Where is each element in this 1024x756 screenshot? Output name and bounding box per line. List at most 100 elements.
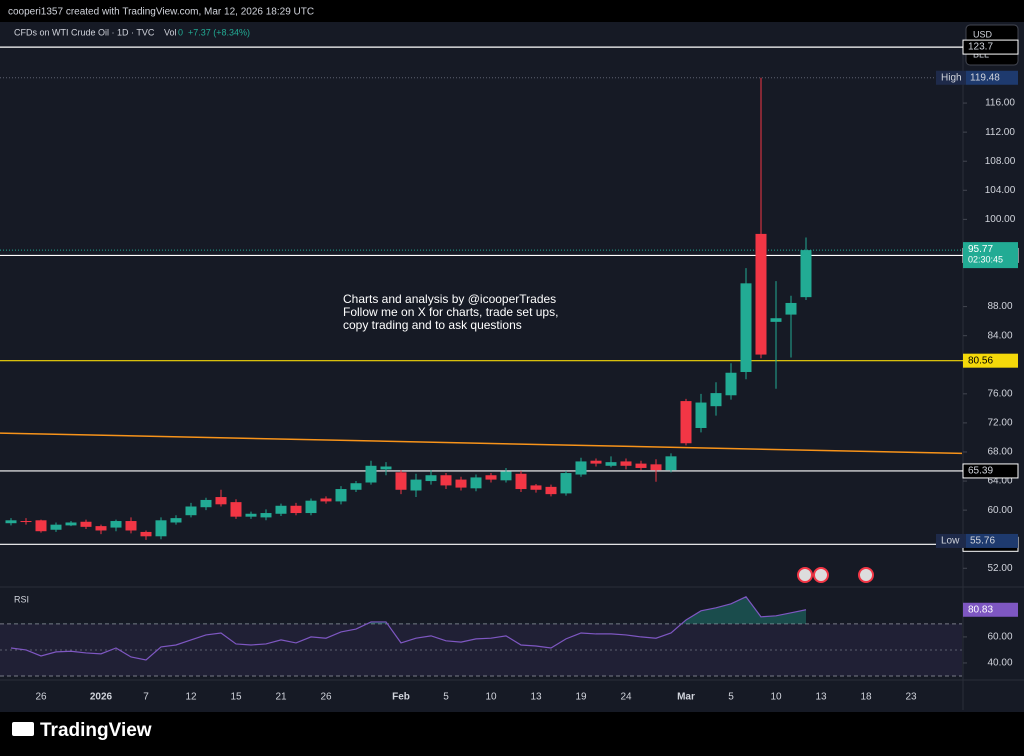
- x-tick-label: 13: [530, 692, 542, 703]
- candle-body: [725, 372, 737, 396]
- candle-body: [530, 485, 542, 490]
- event-icon[interactable]: [858, 567, 874, 583]
- candle-body: [485, 475, 497, 480]
- candle-body: [260, 513, 272, 518]
- rsi-tick-label: 40.00: [987, 658, 1012, 669]
- candle-body: [245, 513, 257, 517]
- current-price-box: [963, 242, 1018, 269]
- candle-body: [50, 524, 62, 530]
- level-label: 123.7: [968, 42, 993, 53]
- candle-body: [155, 520, 167, 537]
- level-label-box: [962, 39, 1019, 55]
- x-tick-label: 5: [443, 692, 449, 703]
- candle-body: [605, 462, 617, 466]
- candle-body: [440, 475, 452, 486]
- candle-body: [290, 505, 302, 514]
- chart-background: [0, 22, 1024, 712]
- candle-body: [365, 465, 377, 483]
- x-tick-label: 15: [230, 692, 242, 703]
- y-tick-label: 100.00: [985, 214, 1016, 225]
- y-tick-label: 52.00: [987, 563, 1012, 574]
- candle-body: [185, 506, 197, 516]
- high-value: 119.48: [970, 72, 1000, 83]
- x-tick-label: 24: [620, 692, 632, 703]
- x-tick-label: 19: [575, 692, 587, 703]
- candle-body: [680, 401, 692, 444]
- y-tick-label: 68.00: [987, 447, 1012, 458]
- event-icon[interactable]: [797, 567, 813, 583]
- y-tick-label: 72.00: [987, 418, 1012, 429]
- rsi-value: 80.83: [968, 604, 993, 615]
- candle-body: [395, 472, 407, 490]
- level-label: 65.39: [968, 466, 993, 477]
- candle-body: [545, 486, 557, 495]
- x-tick-label: 23: [905, 692, 917, 703]
- candle-body: [5, 520, 17, 524]
- candle-body: [635, 463, 647, 468]
- candle-body: [110, 521, 122, 528]
- candle-body: [80, 521, 92, 527]
- x-tick-label: 12: [185, 692, 197, 703]
- low-tag-label: Low: [941, 536, 960, 547]
- candle-body: [515, 473, 527, 490]
- candle-body: [800, 250, 812, 298]
- annotation: Follow me on X for charts, trade set ups…: [343, 305, 558, 319]
- logo-icon: [12, 722, 34, 736]
- y-tick-label: 76.00: [987, 388, 1012, 399]
- annotation: Charts and analysis by @icooperTrades: [343, 292, 556, 306]
- x-tick-label: 18: [860, 692, 872, 703]
- y-tick-label: 108.00: [985, 156, 1016, 167]
- y-tick-label: 116.00: [985, 98, 1015, 109]
- candle-body: [275, 505, 287, 514]
- currency-button[interactable]: USD: [973, 29, 993, 39]
- rsi-overbought-fill: [366, 596, 806, 624]
- x-tick-label: 13: [815, 692, 827, 703]
- candle-body: [695, 402, 707, 428]
- x-tick-label: 10: [770, 692, 782, 703]
- y-tick-label: 88.00: [987, 301, 1012, 312]
- logo: TradingView: [40, 720, 152, 741]
- annotation: copy trading and to ask questions: [343, 318, 522, 332]
- current-price: 95.77: [968, 244, 993, 255]
- level-label: 80.56: [968, 355, 993, 366]
- candle-body: [500, 471, 512, 481]
- candle-body: [350, 483, 362, 490]
- volume-label: Vol: [164, 27, 177, 37]
- rsi-title: RSI: [14, 594, 29, 604]
- candle-body: [95, 526, 107, 531]
- rsi-tick-label: 60.00: [987, 632, 1012, 643]
- candle-body: [140, 531, 152, 537]
- candle-body: [590, 460, 602, 464]
- x-tick-label: 2026: [90, 692, 113, 703]
- candle-body: [20, 521, 32, 523]
- candle-body: [785, 302, 797, 315]
- candle-body: [410, 479, 422, 491]
- event-icon[interactable]: [813, 567, 829, 583]
- rsi-line: [10, 596, 807, 661]
- low-box: [966, 533, 1018, 548]
- x-tick-label: Mar: [677, 692, 695, 703]
- candle-body: [125, 521, 137, 531]
- candle-body: [560, 473, 572, 494]
- high-box: [966, 70, 1018, 85]
- candle-body: [215, 497, 227, 505]
- candle-body: [740, 283, 752, 373]
- countdown: 02:30:45: [968, 254, 1003, 264]
- level-label-box: [963, 353, 1018, 368]
- level-label-box: [962, 463, 1019, 479]
- candle-body: [470, 477, 482, 489]
- x-tick-label: 5: [728, 692, 734, 703]
- candle-body: [575, 461, 587, 475]
- candle-body: [35, 520, 47, 532]
- low-tag: [936, 533, 966, 548]
- x-tick-label: 21: [275, 692, 287, 703]
- event-icons: [797, 567, 874, 583]
- volume-value: 0: [178, 27, 183, 37]
- candle-body: [320, 498, 332, 502]
- candle-body: [200, 499, 212, 508]
- x-tick-label: 26: [35, 692, 47, 703]
- candle-body: [65, 522, 77, 526]
- candle-body: [425, 475, 437, 482]
- trendline: [0, 432, 963, 455]
